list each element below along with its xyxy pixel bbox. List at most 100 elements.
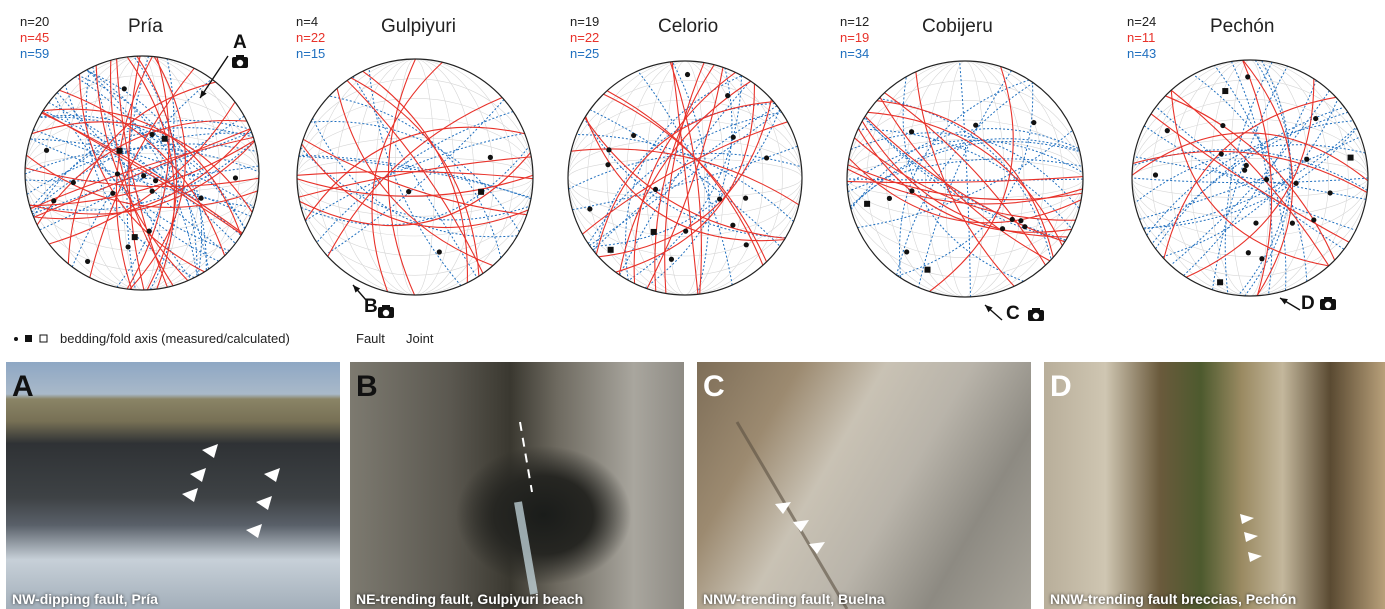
callout-letter-c: C	[1006, 303, 1020, 324]
fault-great-circle	[879, 96, 1051, 262]
joint-great-circle	[568, 152, 802, 190]
joint-great-circle	[25, 165, 259, 182]
joint-great-circle	[1155, 106, 1345, 250]
bedding-square-marker	[1222, 88, 1229, 95]
net-grid-line	[568, 138, 802, 218]
bedding-pole-marker	[631, 132, 637, 139]
net-grid-line	[587, 61, 783, 295]
fault-great-circle	[1242, 60, 1294, 296]
legend-symbols	[14, 334, 48, 343]
celorio-fault-count: n=22	[570, 30, 600, 45]
net-grid-line	[1151, 60, 1349, 296]
fault-great-circle	[582, 121, 788, 235]
bedding-square-marker	[131, 234, 138, 241]
bedding-pole-marker	[121, 86, 127, 92]
fault-great-circle	[67, 81, 216, 264]
fault-great-circle	[26, 154, 258, 209]
photo-d: D NNW-trending fault breccias, Pechón	[1044, 362, 1385, 609]
bedding-pole-marker	[1245, 74, 1251, 80]
camera-top	[382, 305, 390, 308]
fault-great-circle	[350, 77, 480, 277]
joint-great-circle	[619, 80, 751, 276]
net-grid-line	[847, 119, 1083, 239]
joint-great-circle	[1230, 61, 1273, 295]
net-grid-line	[316, 59, 514, 295]
joint-great-circle	[329, 95, 502, 259]
joint-great-circle	[310, 120, 520, 233]
fault-great-circle	[304, 126, 525, 221]
arrowhead-icon	[202, 444, 218, 458]
gulpiyuri-fault-count: n=22	[296, 30, 326, 45]
pechon-joint-count: n=43	[1127, 46, 1157, 61]
stereonet-content	[847, 61, 1083, 297]
net-grid-line	[336, 59, 494, 295]
bedding-pole-marker	[1220, 122, 1226, 129]
joint-great-circle	[1183, 80, 1317, 276]
fault-great-circle	[671, 61, 699, 295]
joint-great-circle	[863, 117, 1067, 241]
arrowhead-icon	[200, 90, 207, 98]
fault-great-circle	[1132, 132, 1368, 182]
joint-great-circle	[1143, 126, 1357, 230]
fault-great-circle	[42, 108, 242, 236]
bedding-pole-marker	[1031, 119, 1037, 126]
net-grid-line	[568, 99, 802, 257]
fault-great-circle	[299, 152, 531, 227]
camera-lens	[1324, 301, 1332, 309]
bedding-square-marker	[864, 200, 871, 207]
net-grid-line	[1190, 60, 1310, 296]
fault-great-circle	[654, 64, 715, 292]
fault-great-circle	[615, 83, 755, 273]
fault-great-circle	[136, 56, 178, 290]
bedding-pole-marker	[652, 186, 659, 193]
legend-fault: Fault	[356, 331, 385, 346]
gulpiyuri-counts: n=4 n=22 n=15	[296, 14, 325, 62]
joint-great-circle	[1133, 156, 1367, 200]
gulpiyuri-title: Gulpiyuri	[381, 16, 456, 37]
net-grid-line	[297, 117, 533, 237]
stereonet-4	[1131, 59, 1369, 297]
fault-great-circle	[116, 58, 168, 288]
fault-great-circle	[646, 67, 724, 289]
net-grid-line	[847, 100, 1083, 258]
joint-great-circle	[959, 61, 971, 297]
joint-great-circle	[368, 68, 462, 287]
stereonet-3	[846, 60, 1084, 298]
joint-great-circle	[1146, 120, 1354, 236]
bedding-pole-marker	[606, 147, 612, 153]
bedding-pole-marker	[725, 93, 731, 99]
net-grid-line	[1132, 118, 1368, 238]
fault-great-circle	[847, 175, 1083, 184]
fault-great-circle	[126, 56, 170, 290]
bedding-pole-marker	[886, 195, 893, 201]
fault-great-circle	[1150, 113, 1350, 243]
joint-great-circle	[589, 110, 781, 246]
bedding-pole-marker	[909, 188, 915, 194]
bedding-pole-marker	[1243, 162, 1249, 169]
bedding-pole-marker	[114, 171, 121, 177]
fault-great-circle	[29, 140, 255, 207]
bedding-pole-marker	[1218, 151, 1224, 157]
pole-square-icon	[25, 335, 32, 342]
fault-great-circle	[25, 167, 259, 188]
fault-great-circle	[59, 89, 226, 256]
bedding-square-marker	[1217, 279, 1224, 286]
photo-a-arrows	[182, 444, 280, 538]
bedding-pole-marker	[110, 190, 116, 196]
fault-great-circle	[33, 128, 251, 220]
joint-great-circle	[1237, 60, 1291, 296]
fault-great-circle	[128, 56, 145, 290]
arrowhead-icon	[809, 542, 825, 554]
net-grid-line	[1132, 158, 1368, 198]
photo-c: C NNW-trending fault, Buelna	[697, 362, 1031, 609]
net-grid-line	[297, 78, 533, 276]
net-grid-line	[63, 56, 221, 290]
callout-letter-d: D	[1301, 293, 1315, 314]
bedding-pole-marker	[1263, 176, 1270, 183]
photo-d-letter: D	[1050, 370, 1072, 403]
bedding-square-marker	[650, 228, 657, 235]
stereonet-outline	[846, 60, 1084, 298]
bedding-pole-marker	[1304, 156, 1310, 162]
net-grid-line	[905, 61, 1025, 297]
joint-great-circle	[133, 56, 179, 290]
